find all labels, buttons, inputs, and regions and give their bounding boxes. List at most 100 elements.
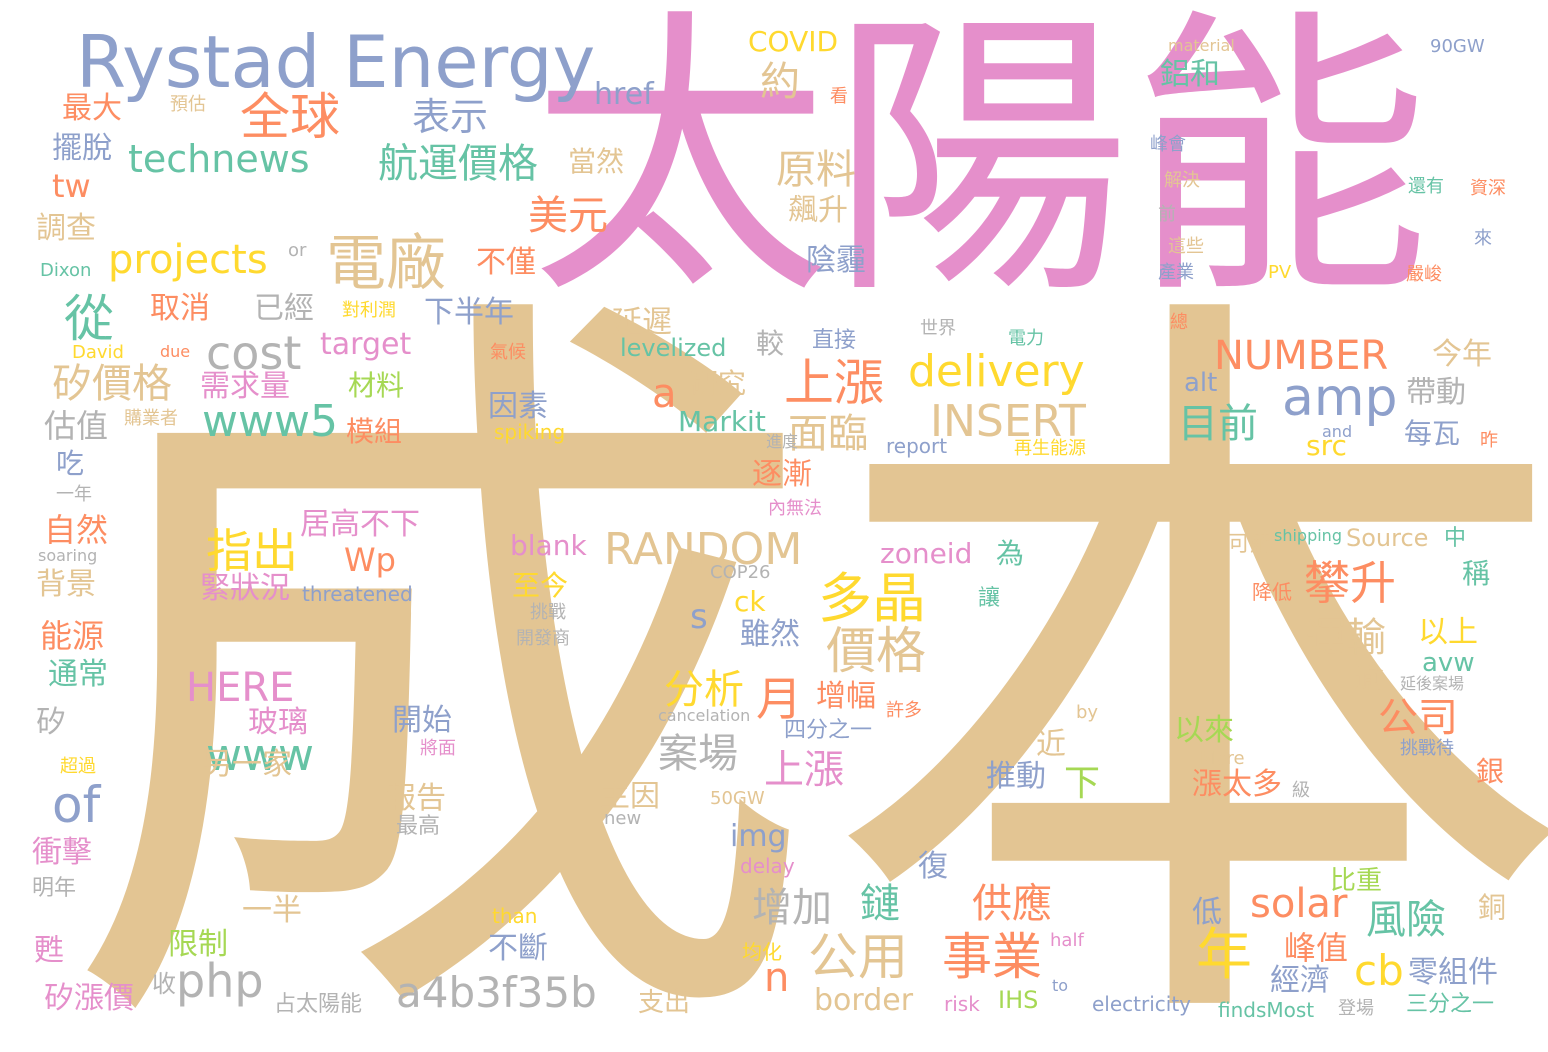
word-ck: ck [734,585,766,618]
word-jiao: 較 [756,327,785,360]
word-baogao: 報告 [386,781,446,816]
word-shangzhang-2: 上漲 [764,747,844,793]
word-rystad-energy: Rystad Energy [76,20,596,104]
word-boli: 玻璃 [248,705,308,740]
word-yinian: 一年 [56,484,92,505]
word-yanjun: 嚴峻 [1406,264,1442,285]
word-ji: 級 [1292,780,1310,801]
word-taiyangneng: 太陽能 [530,0,1430,334]
word-and: and [1322,422,1353,441]
word-jiage: 價格 [826,622,926,680]
word-shipping: shipping [1274,526,1342,545]
word-zhexie: 這些 [1168,236,1204,257]
word-zengjia: 增加 [752,885,832,931]
word-due: due [160,342,191,361]
word-cost: cost [206,326,302,380]
word-img: img [730,819,787,854]
word-tiaozhan: 挑戰 [530,602,566,623]
word-tuidong: 推動 [986,759,1046,794]
word-zhichu-spending: 支出 [638,988,691,1018]
word-duiliren: 對利潤 [342,300,396,321]
word-technews: technews [128,137,310,181]
word-jindu: 進度 [766,432,799,451]
word-cop26: COP26 [710,562,771,583]
word-pv: PV [1268,262,1292,283]
word-zaisheng-nengyuan: 再生能源 [1014,438,1086,459]
word-cheng: 稱 [1462,557,1491,590]
word-here: HERE [186,665,295,711]
word-neiwufa: 內無法 [768,498,822,519]
word-to: to [1052,976,1069,995]
word-meiyuan: 美元 [528,193,608,239]
word-ziran: 自然 [44,511,109,549]
word-bujin: 不僅 [476,245,536,280]
word-xuqiuliang: 需求量 [200,369,290,404]
word-fenxi: 分析 [664,667,744,713]
word-di: 低 [1192,895,1222,930]
word-shangzhang-1: 上漲 [784,354,884,412]
word-n: n [764,955,790,1001]
word-href: href [594,77,654,112]
word-markit: Markit [678,405,766,438]
word-buduan: 不斷 [488,931,548,966]
word-tongchang: 通常 [48,657,108,692]
word-php: php [176,954,264,1008]
word-of: of [52,776,101,834]
word-xiabannian: 下半年 [424,295,514,330]
word-tw: tw [52,167,91,205]
word-zuo: 昨 [1480,430,1498,451]
word-delivery: delivery [908,346,1085,397]
word-zong: 總 [1170,312,1188,333]
word-source: Source [1346,524,1429,552]
word-cong: 從 [64,290,114,348]
word-quanqiu: 全球 [240,88,340,146]
word-lai: 來 [1474,228,1492,249]
word-sifenzhiyi: 四分之一 [784,718,873,743]
word-jiangdi: 降低 [1252,580,1292,604]
word-more: More [1200,748,1245,769]
word-lian: 鏈 [860,881,900,927]
word-yanjiu: 研究 [690,367,747,400]
word-kejie: 可解 [1228,532,1273,557]
word-fu: 復 [918,849,948,884]
word-www: www [206,730,314,781]
word-zhong: 中 [1444,526,1467,551]
word-tiaozhandai: 挑戰待 [1400,738,1454,759]
word-cancelation: cancelation [658,706,751,725]
word-blank: blank [510,529,587,562]
word-mingnian: 明年 [32,876,77,901]
word-dengchang: 登場 [1338,998,1374,1019]
word-jiangmian: 將面 [420,738,456,759]
word-xuduo: 許多 [886,700,922,721]
word-number: NUMBER [1214,333,1389,379]
word-yanhou-anchang: 延後案場 [1400,674,1465,693]
word-nian: 年 [1196,923,1252,988]
word-alt: alt [1184,368,1218,398]
word-50gw: 50GW [710,788,765,809]
word-haiyou: 還有 [1408,176,1444,197]
word-hangyun-jiage: 航運價格 [378,141,538,187]
word-wei: 為 [996,537,1025,570]
word-biaoshi: 表示 [412,95,489,139]
word-s: s [690,597,708,637]
word-suiran: 雖然 [740,617,800,652]
word-qian: 前 [1158,204,1176,225]
word-half: half [1050,930,1084,951]
word-dixon: Dixon [40,260,92,281]
word-electricity: electricity [1092,992,1192,1016]
word-jinnian: 今年 [1432,337,1492,372]
word-zhuyin: 主因 [600,779,660,814]
word-pansheng: 攀升 [1304,556,1396,610]
word-tong: 銅 [1478,891,1507,924]
word-yishang: 以上 [1418,615,1478,650]
word-duojing: 多晶 [818,567,926,630]
word-avw: avw [1422,648,1475,678]
word-sanfenzhiyi: 三分之一 [1406,992,1495,1017]
word-junhua: 均化 [742,940,782,964]
word-random: RANDOM [604,524,803,575]
word-chengben: 成本 [60,238,1548,1052]
word-yijing: 已經 [254,291,314,326]
word-dianli: 電力 [1008,328,1044,349]
word-guizhangjia: 矽漲價 [44,981,134,1016]
word-quxiao: 取消 [150,291,210,326]
